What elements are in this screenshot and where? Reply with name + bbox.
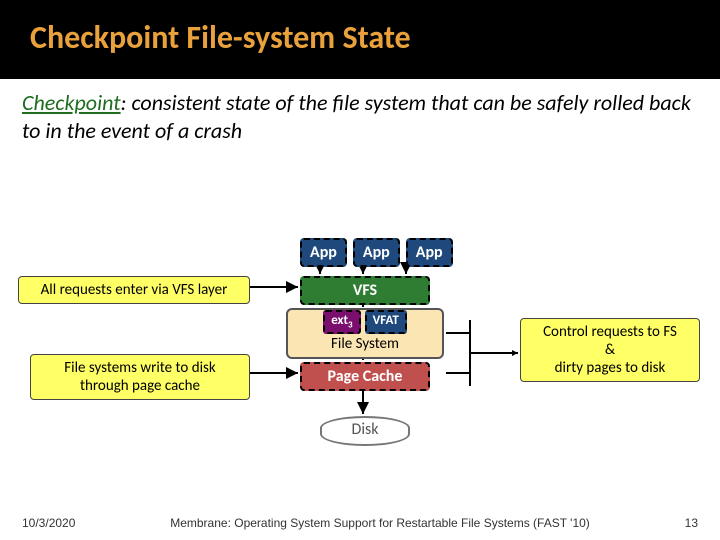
footer-date: 10/3/2020 [22,516,75,530]
note-control-l2: & [605,341,615,359]
fs-ext3-label: ext [331,313,348,328]
note-page-cache-l2: through page cache [80,377,200,395]
app-row: App App App [300,238,453,267]
app-box: App [353,238,400,267]
note-vfs: All requests enter via VFS layer [18,276,250,304]
app-box: App [406,238,453,267]
description-keyword: Checkpoint [22,89,121,116]
fs-ext3-box: ext3 [323,310,360,334]
footer-caption: Membrane: Operating System Support for R… [75,516,684,530]
note-page-cache: File systems write to disk through page … [30,354,250,400]
footer-page: 13 [685,516,698,530]
filesystem-box: ext3 VFAT File System [286,308,444,359]
note-page-cache-l1: File systems write to disk [64,359,215,377]
description-text: : consistent state of the file system th… [22,89,691,144]
title-bar: Checkpoint File-system State [0,0,720,79]
page-cache-box: Page Cache [300,362,430,391]
note-control: Control requests to FS & dirty pages to … [520,318,700,382]
footer: 10/3/2020 Membrane: Operating System Sup… [0,516,720,530]
fs-vfat-box: VFAT [365,310,407,334]
vfs-box: VFS [300,276,430,305]
note-control-l3: dirty pages to disk [555,359,666,377]
description: Checkpoint: consistent state of the file… [0,79,720,144]
note-control-l1: Control requests to FS [543,323,677,341]
fs-label: File System [292,334,438,353]
disk-box: Disk [320,416,410,446]
diagram: App App App VFS ext3 VFAT File System Pa… [0,220,720,480]
page-title: Checkpoint File-system State [30,18,720,57]
fs-ext3-sub: 3 [348,320,353,331]
app-box: App [300,238,347,267]
